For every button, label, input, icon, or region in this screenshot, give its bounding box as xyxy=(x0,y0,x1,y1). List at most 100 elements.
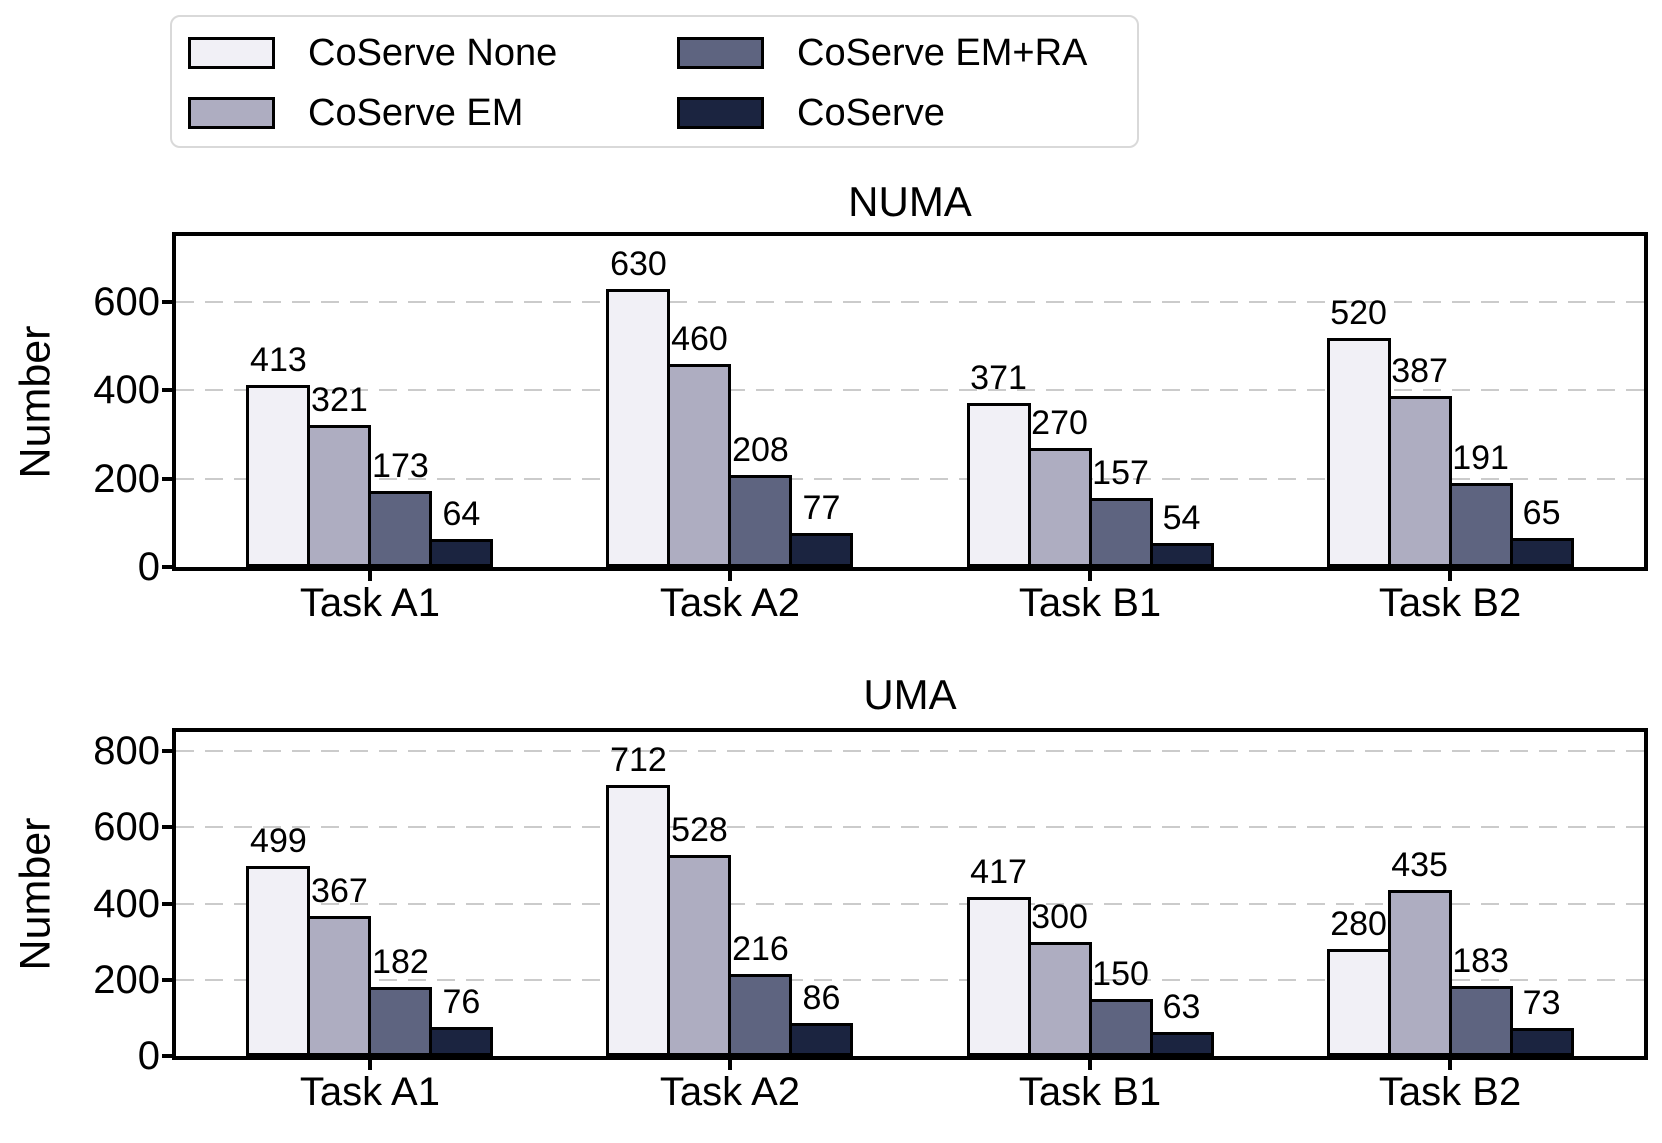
bar-coserve-task-a1 xyxy=(429,1027,494,1056)
bar-value-coserve-em-task-b2: 387 xyxy=(1391,352,1448,391)
bar-value-coserve-em-task-b1: 300 xyxy=(1031,897,1088,936)
legend-label: CoServe None xyxy=(308,32,558,74)
y-tick-label-400: 400 xyxy=(93,881,160,926)
y-tick-600 xyxy=(162,825,172,830)
bar-coserve-em-ra-task-b2 xyxy=(1448,482,1513,567)
bar-coserve-task-b1 xyxy=(1149,543,1214,567)
legend-label: CoServe EM xyxy=(308,92,524,134)
bar-value-coserve-task-a1: 64 xyxy=(442,494,481,533)
bar-value-coserve-task-b2: 73 xyxy=(1522,984,1561,1023)
y-axis-label-uma: Number xyxy=(11,817,60,971)
bar-value-coserve-em-ra-task-a2: 208 xyxy=(732,431,789,470)
x-tick-task-a1 xyxy=(367,1060,372,1070)
bar-value-coserve-em-task-a2: 528 xyxy=(671,810,728,849)
x-tick-task-a2 xyxy=(727,571,732,581)
x-tick-task-b2 xyxy=(1448,1060,1453,1070)
bar-coserve-task-a1 xyxy=(429,538,494,567)
coserve-swatch xyxy=(677,97,764,129)
bar-value-coserve-em-ra-task-b2: 191 xyxy=(1452,438,1509,477)
y-tick-label-0: 0 xyxy=(137,545,160,589)
bar-value-coserve-task-b2: 65 xyxy=(1522,494,1561,533)
legend-item-coserve-em-ra: CoServe EM+RA xyxy=(677,34,1137,72)
y-tick-label-200: 200 xyxy=(93,957,160,1002)
bar-coserve-em-task-a1 xyxy=(307,916,372,1056)
bar-value-coserve-em-ra-task-b1: 150 xyxy=(1092,954,1149,993)
bar-coserve-em-task-b2 xyxy=(1387,890,1452,1056)
bar-value-coserve-none-task-b1: 371 xyxy=(970,359,1027,398)
legend-item-coserve-em: CoServe EM xyxy=(188,94,677,132)
bar-value-coserve-em-ra-task-b1: 157 xyxy=(1092,453,1149,492)
bar-value-coserve-em-task-b2: 435 xyxy=(1391,846,1448,885)
bar-value-coserve-em-task-a1: 367 xyxy=(311,872,368,911)
x-tick-label-task-b1: Task B1 xyxy=(1018,581,1162,625)
bar-coserve-task-a2 xyxy=(789,533,854,567)
coserve-none-swatch xyxy=(188,37,275,69)
y-tick-label-200: 200 xyxy=(93,456,160,501)
x-tick-label-task-a2: Task A2 xyxy=(659,1070,800,1114)
legend-label: CoServe EM+RA xyxy=(797,32,1088,74)
x-tick-label-task-a1: Task A1 xyxy=(299,1070,440,1114)
bar-coserve-task-b2 xyxy=(1509,538,1574,567)
coserve-em-ra-swatch xyxy=(677,37,764,69)
bar-value-coserve-none-task-a2: 630 xyxy=(610,244,667,283)
y-tick-200 xyxy=(162,476,172,481)
gridline-800 xyxy=(176,750,1644,753)
x-tick-label-task-b1: Task B1 xyxy=(1018,1070,1162,1114)
bar-value-coserve-task-b1: 63 xyxy=(1162,988,1201,1026)
legend-label: CoServe xyxy=(797,92,945,134)
bar-coserve-em-task-a2 xyxy=(667,854,732,1056)
chart-title-numa: NUMA xyxy=(848,178,972,225)
bar-value-coserve-task-a2: 77 xyxy=(802,489,841,528)
bar-value-coserve-none-task-b2: 280 xyxy=(1330,905,1387,944)
y-axis-label-numa: Number xyxy=(11,325,60,479)
bar-coserve-em-ra-task-a1 xyxy=(368,986,433,1056)
x-tick-task-b1 xyxy=(1088,1060,1093,1070)
bar-value-coserve-em-task-a2: 460 xyxy=(671,320,728,358)
bar-coserve-em-task-b1 xyxy=(1027,447,1092,567)
plot-area-uma: 0 200 400 600 800 Task A1 499 367 182 76 Task A2 71… xyxy=(93,728,1648,1112)
bar-value-coserve-none-task-a1: 499 xyxy=(250,821,307,860)
y-tick-0 xyxy=(162,1054,172,1058)
bar-value-coserve-task-a1: 76 xyxy=(442,983,481,1022)
bar-coserve-em-ra-task-b2 xyxy=(1448,986,1513,1056)
bar-coserve-none-task-b2 xyxy=(1326,337,1391,567)
bar-value-coserve-em-task-a1: 321 xyxy=(311,381,368,420)
bar-coserve-em-task-a1 xyxy=(307,425,372,567)
bar-coserve-em-ra-task-b1 xyxy=(1088,998,1153,1056)
x-tick-label-task-a1: Task A1 xyxy=(299,581,440,625)
x-tick-label-task-b2: Task B2 xyxy=(1378,581,1522,625)
y-tick-label-600: 600 xyxy=(93,280,160,325)
bar-value-coserve-none-task-b2: 520 xyxy=(1330,293,1387,332)
bar-value-coserve-none-task-a2: 712 xyxy=(610,740,667,779)
bar-coserve-task-b1 xyxy=(1149,1032,1214,1056)
y-tick-400 xyxy=(162,388,172,393)
y-tick-0 xyxy=(162,565,172,569)
bar-value-coserve-none-task-b1: 417 xyxy=(970,853,1027,892)
x-tick-task-a2 xyxy=(727,1060,732,1070)
gridline-600 xyxy=(176,826,1644,829)
bar-coserve-none-task-b2 xyxy=(1326,949,1391,1056)
bar-coserve-em-ra-task-a2 xyxy=(728,475,793,567)
bar-value-coserve-em-ra-task-a1: 173 xyxy=(372,446,429,485)
y-tick-400 xyxy=(162,901,172,906)
y-tick-label-400: 400 xyxy=(93,368,160,413)
gridline-400 xyxy=(176,902,1644,905)
bar-value-coserve-em-ra-task-a2: 216 xyxy=(732,929,789,968)
gridline-600 xyxy=(176,301,1644,304)
legend-item-coserve: CoServe xyxy=(677,94,1137,132)
bar-coserve-em-task-b2 xyxy=(1387,396,1452,567)
y-tick-600 xyxy=(162,300,172,305)
y-tick-label-0: 0 xyxy=(137,1034,160,1078)
y-tick-200 xyxy=(162,977,172,982)
bar-coserve-em-ra-task-a2 xyxy=(728,973,793,1056)
x-tick-task-a1 xyxy=(367,571,372,581)
x-tick-task-b1 xyxy=(1088,571,1093,581)
bar-value-coserve-none-task-a1: 413 xyxy=(250,340,307,379)
bar-coserve-em-task-a2 xyxy=(667,364,732,567)
legend: CoServe None CoServe EM+RA CoServe EM CoSer… xyxy=(170,15,1139,148)
bar-coserve-task-b2 xyxy=(1509,1028,1574,1056)
bar-coserve-none-task-b1 xyxy=(966,403,1031,567)
bar-coserve-em-ra-task-a1 xyxy=(368,490,433,567)
x-tick-task-b2 xyxy=(1448,571,1453,581)
y-tick-800 xyxy=(162,749,172,754)
